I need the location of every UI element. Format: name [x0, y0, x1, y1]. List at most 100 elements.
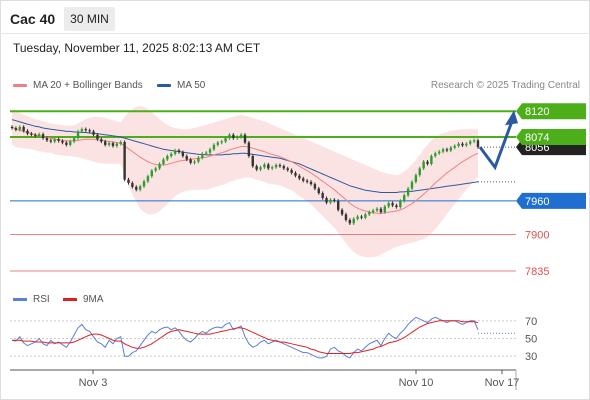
candle-body — [422, 161, 425, 169]
ma50-swatch — [157, 83, 171, 87]
scenario-arrow-head — [505, 110, 518, 126]
instrument-title: Cac 40 — [10, 11, 56, 27]
candle-body — [189, 159, 192, 163]
legend-rsi-ma: 9MA — [63, 294, 104, 305]
candle-body — [135, 186, 138, 190]
candle-body — [403, 195, 406, 201]
candle-body — [45, 138, 49, 141]
candle-body — [76, 131, 80, 139]
rsi-tick-label-50: 50 — [525, 334, 537, 346]
candle-body — [61, 140, 64, 143]
candle-body — [270, 167, 274, 169]
candle-body — [84, 129, 87, 131]
candle-body — [437, 151, 441, 154]
candle-body — [212, 144, 216, 150]
candle-body — [340, 209, 344, 215]
candle-body — [88, 130, 91, 132]
candle-body — [22, 126, 25, 131]
candle-body — [290, 170, 293, 173]
candle-body — [69, 141, 72, 145]
candle-body — [208, 149, 212, 153]
candle-body — [251, 156, 254, 167]
tag-level-7960-bg — [516, 192, 586, 209]
candle-body — [138, 186, 142, 190]
timeframe-badge[interactable]: 30 MIN — [64, 7, 115, 31]
candle-body — [236, 137, 239, 139]
candle-body — [173, 150, 177, 154]
candle-body — [18, 126, 21, 130]
candle-body — [80, 129, 84, 132]
candle-body — [41, 134, 45, 139]
candle-body — [34, 134, 37, 136]
header: Cac 40 30 MIN — [0, 0, 590, 38]
report-datetime: Tuesday, November 11, 2025 8:02:13 AM CE… — [13, 41, 261, 55]
rsi-ma-line — [12, 320, 479, 354]
candle-body — [204, 152, 208, 154]
x-tick-label-1: Nov 10 — [399, 377, 434, 389]
candle-body — [37, 134, 41, 136]
candle-body — [302, 178, 305, 181]
candle-body — [185, 156, 188, 160]
candle-body — [282, 166, 286, 169]
candle-body — [263, 164, 266, 168]
candle-body — [26, 130, 29, 134]
candle-body — [158, 163, 161, 169]
candle-body — [14, 128, 18, 130]
tag-level-8074-bg — [516, 129, 586, 145]
tag-level-8120: 8120 — [525, 106, 549, 118]
legend-ma20: MA 20 + Bollinger Bands — [13, 80, 143, 91]
ma50-line — [11, 119, 479, 193]
candle-body — [360, 216, 363, 218]
candle-body — [232, 134, 235, 139]
candle-body — [383, 206, 386, 213]
candle-body — [469, 141, 472, 144]
candle-body — [193, 161, 196, 163]
candle-body — [453, 145, 456, 148]
candle-body — [344, 214, 348, 220]
candle-body — [337, 200, 340, 210]
x-tick-label-2: Nov 17 — [485, 377, 520, 389]
candle-body — [119, 142, 122, 144]
candle-body — [329, 199, 332, 203]
ma20-label: MA 20 + Bollinger Bands — [33, 80, 143, 91]
candle-body — [146, 176, 150, 182]
candle-body — [305, 180, 309, 182]
candle-body — [426, 161, 429, 164]
candle-body — [53, 139, 56, 142]
candle-body — [391, 203, 394, 206]
candle-body — [57, 139, 60, 141]
candle-body — [255, 166, 258, 170]
candle-body — [127, 179, 130, 183]
candle-body — [274, 165, 278, 168]
candle-body — [410, 181, 414, 189]
candle-body — [375, 208, 379, 211]
candle-body — [142, 181, 146, 187]
candle-body — [65, 142, 68, 145]
candle-body — [371, 210, 375, 213]
candle-body — [348, 219, 352, 224]
candle-body — [368, 212, 371, 215]
tag-last-price: 8056 — [525, 142, 549, 154]
candle-body — [356, 216, 359, 219]
x-tick-label-0: Nov 3 — [79, 377, 108, 389]
rsi-label: RSI — [33, 294, 50, 305]
candle-body — [111, 143, 115, 146]
candle-body — [224, 138, 227, 142]
candle-body — [243, 134, 247, 143]
candle-body — [418, 168, 421, 176]
candle-body — [107, 143, 111, 145]
candle-body — [30, 133, 33, 135]
candle-body — [406, 188, 410, 196]
candle-body — [201, 153, 204, 158]
candle-body — [96, 134, 99, 140]
candle-body — [352, 218, 355, 224]
candle-body — [395, 205, 398, 208]
candle-body — [414, 175, 418, 182]
ma50-label: MA 50 — [177, 80, 206, 91]
candle-body — [259, 167, 262, 170]
ma20-line — [11, 126, 479, 214]
candle-body — [220, 141, 223, 143]
candle-body — [115, 143, 119, 146]
candle-body — [177, 150, 181, 153]
